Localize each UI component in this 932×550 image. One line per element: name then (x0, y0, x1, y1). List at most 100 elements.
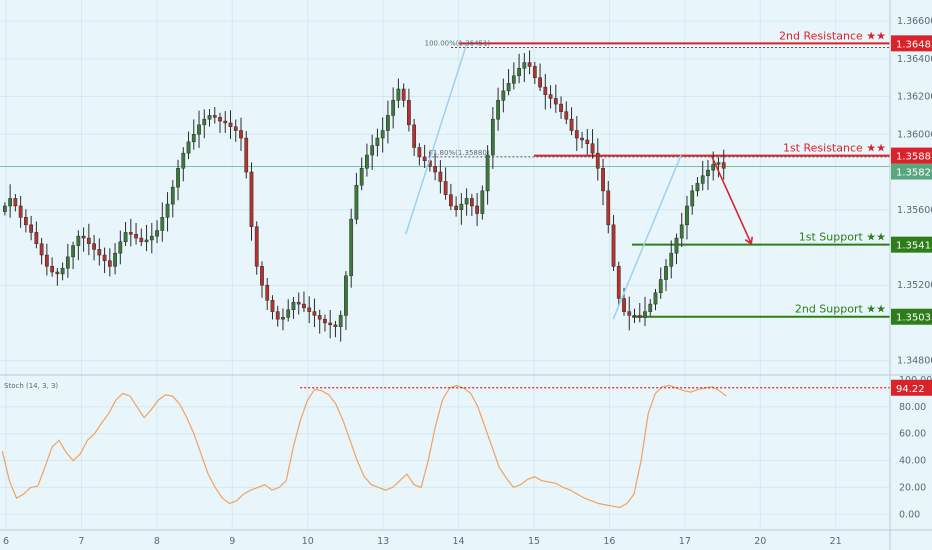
price-tick-label: 1.35600 (897, 205, 932, 216)
time-tick-label: 8 (154, 536, 160, 547)
candle-body (511, 75, 516, 84)
candle-body (386, 115, 390, 131)
candle-body (212, 115, 217, 118)
candle-body (396, 88, 401, 101)
candle-body (76, 235, 81, 246)
price-candles (3, 50, 726, 342)
candle-body (144, 239, 149, 243)
candle-body (13, 198, 18, 207)
level-label: 2nd Resistance ★★ (779, 29, 886, 42)
candle-body (611, 224, 616, 267)
time-tick-label: 21 (830, 536, 842, 547)
price-tick-label: 1.36600 (897, 16, 932, 27)
price-tick-label: 1.35200 (897, 280, 932, 291)
candle-body (228, 122, 233, 127)
candle-body (29, 224, 33, 233)
candle-body (637, 315, 642, 318)
price-tag-box (891, 35, 932, 52)
candle-body (433, 166, 438, 173)
candle-body (202, 118, 207, 126)
candle-body (674, 237, 679, 254)
candle-body (679, 224, 684, 239)
candle-body (81, 235, 86, 239)
candle-body (548, 94, 553, 99)
candle-body (270, 300, 275, 312)
price-tick-label: 1.34800 (897, 356, 932, 367)
candle-body (18, 205, 23, 218)
candle-body (391, 100, 396, 116)
price-tag-box (891, 308, 932, 325)
candle-body (239, 130, 243, 139)
candle-body (155, 230, 159, 237)
candle-body (102, 254, 107, 261)
candle-body (92, 243, 96, 250)
candle-body (323, 318, 327, 324)
stoch-label: Stoch (14, 3, 3) (4, 382, 58, 390)
candle-body (344, 275, 348, 316)
candle-body (490, 118, 495, 156)
candle-body (254, 226, 259, 267)
candle-body (291, 301, 296, 310)
candle-body (595, 152, 600, 169)
candle-body (517, 68, 521, 77)
stoch-tick-label: 60.00 (899, 429, 926, 440)
fib-label: 61.80%(1.35880) (428, 149, 489, 157)
grid-lines (0, 0, 890, 530)
candle-body (338, 315, 343, 327)
candle-body (559, 103, 563, 112)
candle-body (407, 100, 411, 126)
candle-body (3, 205, 7, 212)
candle-body (417, 147, 422, 158)
candle-body (522, 62, 527, 69)
candle-body (186, 141, 191, 154)
time-tick-label: 20 (754, 536, 766, 547)
arrow-head (744, 236, 754, 246)
candle-body (606, 190, 611, 226)
candle-body (86, 237, 91, 244)
candle-body (197, 124, 201, 135)
candle-body (170, 186, 175, 205)
candle-body (128, 232, 133, 235)
candle-body (464, 198, 469, 205)
candle-body (223, 120, 228, 124)
level-label: 1st Support ★★ (799, 231, 886, 244)
price-tag-box (891, 236, 932, 253)
candle-body (23, 217, 28, 226)
candle-body (349, 218, 354, 277)
candle-body (207, 115, 212, 120)
candle-body (532, 66, 537, 78)
candle-body (690, 190, 695, 207)
candle-body (469, 198, 474, 207)
candle-body (65, 256, 70, 269)
candle-body (632, 315, 637, 318)
candle-body (55, 271, 60, 275)
candle-body (685, 205, 689, 226)
candle-body (380, 130, 385, 139)
trend-line (612, 154, 682, 320)
candle-body (627, 311, 632, 316)
candle-body (281, 317, 285, 320)
candle-body (249, 171, 254, 227)
candle-body (569, 118, 574, 131)
time-tick-label: 15 (528, 536, 540, 547)
candle-body (354, 184, 359, 220)
candle-body (601, 167, 605, 192)
candle-body (60, 267, 65, 275)
price-tag-box (891, 163, 932, 180)
candle-body (359, 167, 364, 186)
candle-body (134, 234, 138, 239)
candle-body (365, 154, 369, 169)
candle-body (448, 194, 453, 207)
candle-body (706, 169, 710, 177)
candle-body (700, 175, 705, 184)
price-tick-label: 1.36200 (897, 92, 932, 103)
candle-body (233, 126, 238, 131)
candle-body (664, 266, 668, 280)
candle-body (165, 203, 170, 218)
time-tick-label: 16 (603, 536, 615, 547)
price-tag-label: 1.35033 (896, 313, 932, 324)
